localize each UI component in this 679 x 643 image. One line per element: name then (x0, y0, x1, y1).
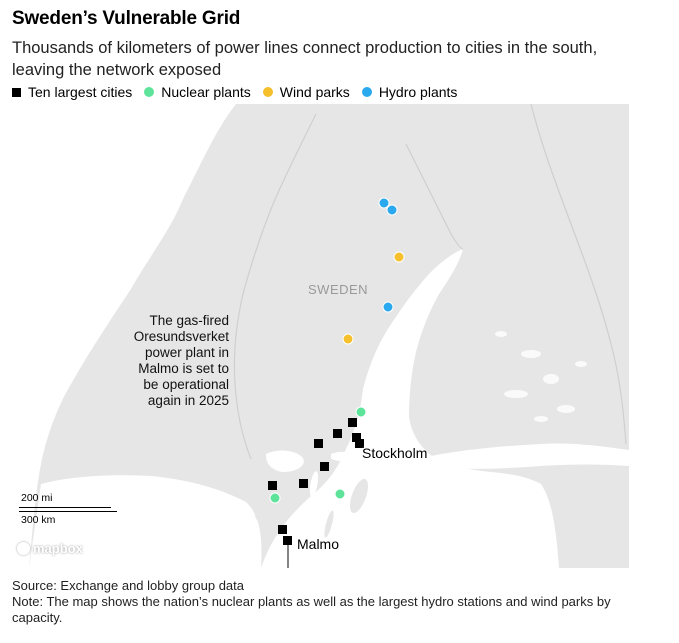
hydro-plants (378, 197, 398, 313)
map[interactable]: SWEDEN The gas-fired Oresundsverket powe… (11, 104, 629, 568)
scale-km-label: 300 km (21, 514, 56, 526)
city-marker[interactable] (348, 418, 357, 427)
legend-item-nuclear: Nuclear plants (144, 84, 251, 100)
nuclear-plants (269, 406, 367, 504)
legend-label-cities: Ten largest cities (28, 84, 133, 100)
city-marker[interactable] (283, 536, 292, 545)
wind-park-marker[interactable] (393, 251, 405, 263)
hydro-plant-marker[interactable] (386, 204, 398, 216)
city-label-malmo: Malmo (297, 536, 340, 552)
city-marker[interactable] (320, 462, 329, 471)
city-marker[interactable] (299, 479, 308, 488)
city-marker[interactable] (352, 433, 361, 442)
city-marker[interactable] (268, 481, 277, 490)
city-marker[interactable] (278, 525, 287, 534)
legend-item-hydro: Hydro plants (361, 84, 458, 100)
scale-miles-bar (19, 507, 111, 508)
map-lakes (265, 450, 356, 497)
wind-park-marker[interactable] (342, 333, 354, 345)
city-label-stockholm: Stockholm (362, 445, 428, 461)
city-marker[interactable] (355, 439, 364, 448)
wind-parks (342, 251, 405, 345)
hydro-plant-marker[interactable] (378, 197, 390, 209)
scale-miles-label: 200 mi (21, 492, 53, 504)
city-marker[interactable] (333, 429, 342, 438)
nuclear-plant-marker[interactable] (334, 488, 346, 500)
legend-swatch-wind (262, 87, 273, 97)
map-islands (255, 478, 369, 538)
note-text: Note: The map shows the nation’s nuclear… (12, 594, 611, 625)
map-canvas (11, 104, 629, 568)
chart-title: Sweden’s Vulnerable Grid (12, 8, 241, 29)
legend-swatch-hydro (361, 87, 372, 97)
legend-item-wind: Wind parks (262, 84, 350, 100)
malmo-annotation: The gas-fired Oresundsverket power plant… (133, 313, 229, 408)
nuclear-plant-marker[interactable] (269, 492, 281, 504)
mapbox-attribution-text: mapbox (33, 541, 83, 556)
legend-item-cities: Ten largest cities (12, 84, 132, 100)
legend-swatch-cities (12, 87, 21, 97)
scale-km-bar (19, 511, 117, 512)
city-marker[interactable] (314, 439, 323, 448)
legend-swatch-nuclear (144, 87, 155, 97)
mapbox-attribution[interactable]: mapbox (17, 541, 83, 556)
map-water (11, 104, 629, 568)
chart-subtitle: Thousands of kilometers of power lines c… (12, 39, 598, 79)
hydro-plant-marker[interactable] (382, 301, 394, 313)
legend: Ten largest cities Nuclear plants Wind p… (12, 84, 469, 100)
map-borders (233, 104, 627, 460)
country-label-sweden: SWEDEN (308, 282, 369, 297)
mapbox-logo-icon (17, 542, 30, 555)
legend-label-nuclear: Nuclear plants (161, 84, 251, 100)
map-finnish-lakes (495, 331, 587, 422)
nuclear-plant-marker[interactable] (355, 406, 367, 418)
legend-label-wind: Wind parks (279, 84, 350, 100)
legend-label-hydro: Hydro plants (378, 84, 458, 100)
largest-cities (268, 418, 364, 545)
source-text: Source: Exchange and lobby group data (12, 578, 245, 593)
